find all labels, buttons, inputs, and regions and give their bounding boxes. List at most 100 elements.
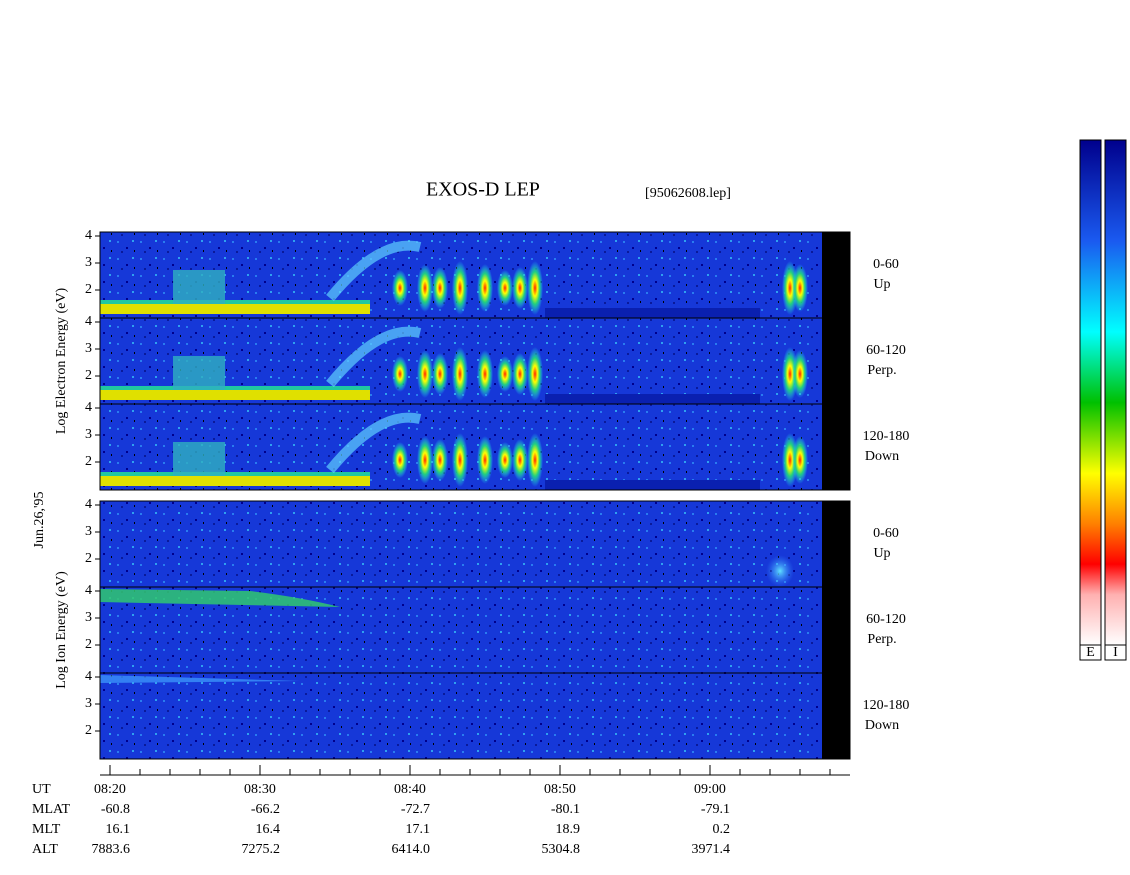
channel-label: 60-120 (866, 343, 906, 358)
blob (497, 356, 513, 392)
row-value: -72.7 (401, 802, 430, 817)
band (100, 476, 370, 486)
y-tick-label: 2 (85, 551, 92, 566)
row-label: MLAT (32, 802, 71, 817)
dark (545, 480, 760, 490)
blob (792, 436, 808, 484)
spectrogram (100, 501, 822, 587)
band (100, 675, 300, 683)
channel-label: 120-180 (863, 698, 910, 713)
y-tick-label: 3 (85, 610, 92, 625)
blob (452, 433, 468, 487)
blob (477, 264, 493, 312)
spectrogram (100, 673, 822, 759)
y-tick-label: 4 (85, 497, 92, 512)
direction-label: Perp. (867, 363, 896, 378)
row-value: 5304.8 (542, 842, 581, 857)
y-tick-label: 3 (85, 696, 92, 711)
blob (512, 353, 528, 395)
y-tick-label: 3 (85, 255, 92, 270)
y-tick-label: 2 (85, 368, 92, 383)
row-value: -66.2 (251, 802, 280, 817)
date-label: Jun.26,'95 (32, 492, 47, 549)
blob (392, 442, 408, 478)
y-tick-label: 4 (85, 400, 92, 415)
blob (766, 555, 794, 587)
group-label: Log Electron Energy (eV) (54, 288, 69, 435)
blob (432, 439, 448, 481)
row-value: 3971.4 (692, 842, 731, 857)
file-name: [95062608.lep] (645, 186, 731, 201)
band (100, 472, 370, 476)
arc (326, 412, 422, 474)
blob (392, 356, 408, 392)
row-value: 08:20 (94, 782, 126, 797)
row-label: MLT (32, 822, 61, 837)
group-label: Log Ion Energy (eV) (54, 571, 69, 689)
band (100, 589, 340, 607)
color-bar (1079, 139, 1102, 646)
blob (417, 436, 433, 484)
no-data (822, 501, 850, 587)
row-value: 18.9 (556, 822, 581, 837)
row-value: 17.1 (406, 822, 431, 837)
color-bar-box (1079, 644, 1102, 661)
color-bar-label: E (1086, 645, 1095, 660)
direction-label: Up (873, 546, 890, 561)
row-value: 6414.0 (392, 842, 431, 857)
row-value: 0.2 (713, 822, 731, 837)
blob (477, 350, 493, 398)
row-value: 08:50 (544, 782, 576, 797)
patch (173, 356, 225, 390)
y-tick-label: 3 (85, 524, 92, 539)
direction-label: Down (865, 449, 899, 464)
row-value: -60.8 (101, 802, 130, 817)
row-value: 16.4 (256, 822, 281, 837)
row-value: 08:40 (394, 782, 426, 797)
blob (497, 270, 513, 306)
blob (417, 350, 433, 398)
title: EXOS-D LEP (426, 179, 540, 201)
no-data (822, 232, 850, 318)
patch (173, 442, 225, 476)
channel-label: 60-120 (866, 612, 906, 627)
color-bar (1104, 139, 1127, 646)
row-value: 09:00 (694, 782, 726, 797)
blob (527, 347, 543, 401)
y-tick-label: 3 (85, 427, 92, 442)
y-tick-label: 4 (85, 583, 92, 598)
blob (452, 347, 468, 401)
blob (792, 350, 808, 398)
blob (527, 433, 543, 487)
y-tick-label: 2 (85, 282, 92, 297)
row-label: UT (32, 782, 51, 797)
blob (792, 264, 808, 312)
color-bar-box (1104, 644, 1127, 661)
blob (417, 264, 433, 312)
row-value: 08:30 (244, 782, 276, 797)
no-data (822, 673, 850, 759)
channel-label: 120-180 (863, 429, 910, 444)
channel-label: 0-60 (873, 526, 899, 541)
direction-label: Up (873, 277, 890, 292)
band (100, 390, 370, 400)
band (100, 300, 370, 304)
blob (512, 439, 528, 481)
y-tick-label: 3 (85, 341, 92, 356)
color-bar-label: I (1113, 645, 1118, 660)
y-tick-label: 4 (85, 228, 92, 243)
patch (173, 270, 225, 304)
channel-label: 0-60 (873, 257, 899, 272)
dark (545, 308, 760, 318)
y-tick-label: 2 (85, 454, 92, 469)
blob (392, 270, 408, 306)
row-value: -79.1 (701, 802, 730, 817)
row-label: ALT (32, 842, 58, 857)
y-tick-label: 2 (85, 637, 92, 652)
no-data (822, 404, 850, 490)
band (100, 386, 370, 390)
blob (512, 267, 528, 309)
arc (326, 326, 422, 388)
y-tick-label: 4 (85, 314, 92, 329)
